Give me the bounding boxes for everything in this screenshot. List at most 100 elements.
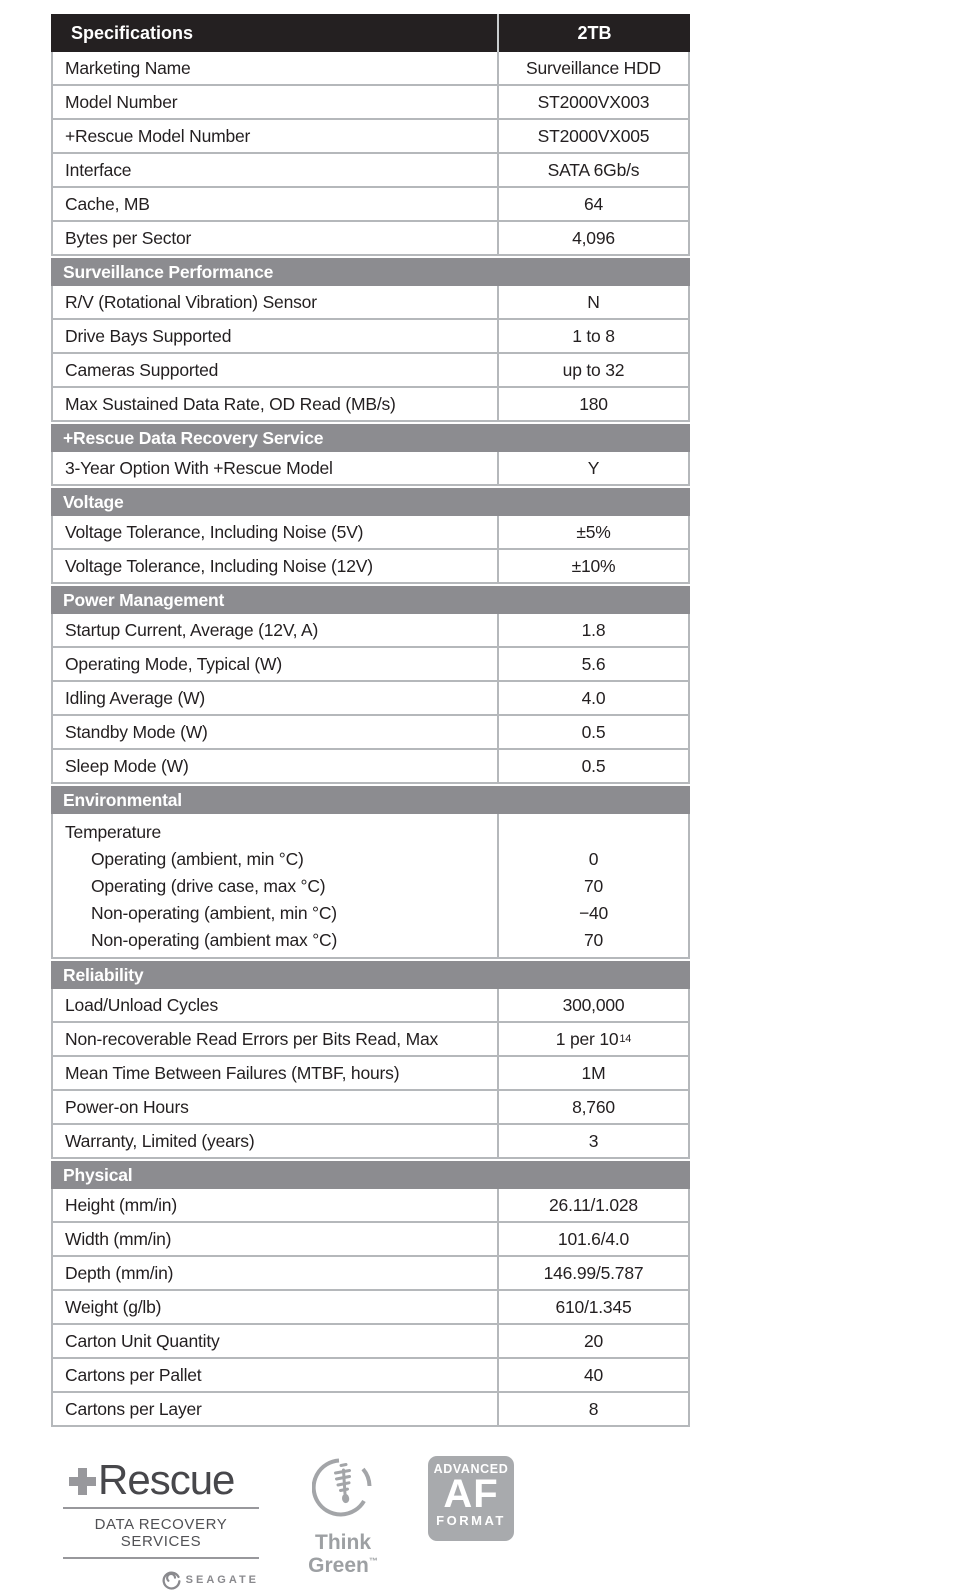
row-value: 610/1.345 bbox=[497, 1291, 688, 1323]
table-row: Height (mm/in) 26.11/1.028 bbox=[51, 1189, 690, 1223]
table-row: Mean Time Between Failures (MTBF, hours)… bbox=[51, 1057, 690, 1091]
row-label: 3-Year Option With +Rescue Model bbox=[65, 457, 333, 478]
row-value: 1 per 10 14 bbox=[497, 1023, 688, 1055]
table-row: Idling Average (W) 4.0 bbox=[51, 682, 690, 716]
row-value: 64 bbox=[497, 188, 688, 220]
rescue-subtitle: DATA RECOVERY SERVICES bbox=[94, 1516, 228, 1550]
row-label: Voltage Tolerance, Including Noise (5V) bbox=[65, 521, 364, 542]
row-label: Weight (g/lb) bbox=[65, 1296, 162, 1317]
row-label: Temperature Operating (ambient, min °C) Op… bbox=[53, 814, 497, 957]
table-row: Cartons per Layer 8 bbox=[51, 1393, 690, 1427]
temperature-group-label: Temperature bbox=[65, 822, 162, 842]
row-value: 1.8 bbox=[497, 614, 688, 646]
row-value: up to 32 bbox=[497, 354, 688, 386]
table-row-temperature: Temperature Operating (ambient, min °C) Op… bbox=[51, 814, 690, 959]
temperature-sub-value: 70 bbox=[583, 930, 604, 950]
table-row: Width (mm/in) 101.6/4.0 bbox=[51, 1223, 690, 1257]
row-value: 40 bbox=[497, 1359, 688, 1391]
row-label: Drive Bays Supported bbox=[65, 325, 232, 346]
table-row: Cache, MB 64 bbox=[51, 188, 690, 222]
af-badge-advanced-label: ADVANCED bbox=[433, 1462, 509, 1476]
row-label: Marketing Name bbox=[65, 57, 191, 78]
temperature-sub-label: Operating (ambient, min °C) bbox=[91, 849, 304, 869]
seagate-brand-line: SEAGATE bbox=[63, 1569, 259, 1590]
row-label: Carton Unit Quantity bbox=[65, 1330, 220, 1351]
section-header: Surveillance Performance bbox=[51, 256, 690, 286]
think-label: Think bbox=[315, 1531, 371, 1554]
row-label: Cameras Supported bbox=[65, 359, 219, 380]
row-value: 20 bbox=[497, 1325, 688, 1357]
table-row: Model Number ST2000VX003 bbox=[51, 86, 690, 120]
temperature-sub-value: 70 bbox=[583, 876, 604, 896]
table-header-specifications: Specifications bbox=[71, 22, 194, 43]
table-row: Operating Mode, Typical (W) 5.6 bbox=[51, 648, 690, 682]
table-row: Non-recoverable Read Errors per Bits Rea… bbox=[51, 1023, 690, 1057]
spec-table-body: Marketing Name Surveillance HDD Model Numb… bbox=[51, 52, 690, 1427]
table-row: Cameras Supported up to 32 bbox=[51, 354, 690, 388]
row-value: Surveillance HDD bbox=[497, 52, 688, 84]
row-label: Height (mm/in) bbox=[65, 1194, 177, 1215]
table-row: Startup Current, Average (12V, A) 1.8 bbox=[51, 614, 690, 648]
row-value: ST2000VX005 bbox=[497, 120, 688, 152]
row-label: Width (mm/in) bbox=[65, 1228, 172, 1249]
row-label: Cartons per Layer bbox=[65, 1398, 202, 1419]
table-header-capacity: 2TB bbox=[497, 14, 690, 52]
row-label: Sleep Mode (W) bbox=[65, 755, 189, 776]
table-row: Bytes per Sector 4,096 bbox=[51, 222, 690, 256]
footer-logos: Rescue DATA RECOVERY SERVICES SEAGATE bbox=[0, 1448, 960, 1595]
row-value: 4.0 bbox=[497, 682, 688, 714]
row-label: Voltage Tolerance, Including Noise (12V) bbox=[65, 555, 373, 576]
row-value: 1 to 8 bbox=[497, 320, 688, 352]
row-value: SATA 6Gb/s bbox=[497, 154, 688, 186]
row-label: Interface bbox=[65, 159, 132, 180]
row-value: 1M bbox=[497, 1057, 688, 1089]
table-row: Carton Unit Quantity 20 bbox=[51, 1325, 690, 1359]
row-value: 8 bbox=[497, 1393, 688, 1425]
table-row: Load/Unload Cycles 300,000 bbox=[51, 989, 690, 1023]
table-row: Power-on Hours 8,760 bbox=[51, 1091, 690, 1125]
table-row: Depth (mm/in) 146.99/5.787 bbox=[51, 1257, 690, 1291]
table-row: Drive Bays Supported 1 to 8 bbox=[51, 320, 690, 354]
green-label: Green bbox=[308, 1554, 369, 1577]
plus-icon bbox=[69, 1467, 96, 1495]
rescue-logo: Rescue DATA RECOVERY SERVICES SEAGATE bbox=[63, 1456, 259, 1590]
row-value: 4,096 bbox=[497, 222, 688, 254]
row-label: Cartons per Pallet bbox=[65, 1364, 202, 1385]
row-label: Load/Unload Cycles bbox=[65, 994, 219, 1015]
seagate-wordmark: SEAGATE bbox=[185, 1573, 259, 1586]
temperature-sub-label: Operating (drive case, max °C) bbox=[91, 876, 326, 896]
row-value: ±10% bbox=[497, 550, 688, 582]
row-value: 0.5 bbox=[497, 750, 688, 782]
row-value: 8,760 bbox=[497, 1091, 688, 1123]
table-row: +Rescue Model Number ST2000VX005 bbox=[51, 120, 690, 154]
row-label: Depth (mm/in) bbox=[65, 1262, 174, 1283]
row-label: +Rescue Model Number bbox=[65, 125, 251, 146]
temperature-sub-value: −40 bbox=[578, 903, 609, 923]
row-label: Operating Mode, Typical (W) bbox=[65, 653, 282, 674]
row-value: 0.5 bbox=[497, 716, 688, 748]
spec-table: Specifications 2TB Marketing Name Surveil… bbox=[51, 14, 690, 1427]
table-row: Voltage Tolerance, Including Noise (5V) ±… bbox=[51, 516, 690, 550]
section-header: Power Management bbox=[51, 584, 690, 614]
table-row: Marketing Name Surveillance HDD bbox=[51, 52, 690, 86]
row-label: Idling Average (W) bbox=[65, 687, 206, 708]
table-row: 3-Year Option With +Rescue Model Y bbox=[51, 452, 690, 486]
rescue-wordmark: Rescue bbox=[98, 1456, 235, 1503]
row-value: 180 bbox=[497, 388, 688, 420]
table-row: Max Sustained Data Rate, OD Read (MB/s) 1… bbox=[51, 388, 690, 422]
think-green-logo: Think Green™ bbox=[298, 1456, 388, 1577]
temperature-sub-label: Non-operating (ambient max °C) bbox=[91, 930, 338, 950]
af-badge-format-label: FORMAT bbox=[436, 1513, 506, 1528]
row-label: Model Number bbox=[65, 91, 178, 112]
seagate-swirl-icon bbox=[162, 1571, 181, 1590]
row-label: Bytes per Sector bbox=[65, 227, 192, 248]
cfl-bulb-icon bbox=[311, 1458, 372, 1517]
table-row: Sleep Mode (W) 0.5 bbox=[51, 750, 690, 784]
section-header: Voltage bbox=[51, 486, 690, 516]
section-header: Physical bbox=[51, 1159, 690, 1189]
divider-line bbox=[63, 1507, 259, 1509]
section-header: +Rescue Data Recovery Service bbox=[51, 422, 690, 452]
row-label: Non-recoverable Read Errors per Bits Rea… bbox=[65, 1028, 439, 1049]
row-value: ST2000VX003 bbox=[497, 86, 688, 118]
